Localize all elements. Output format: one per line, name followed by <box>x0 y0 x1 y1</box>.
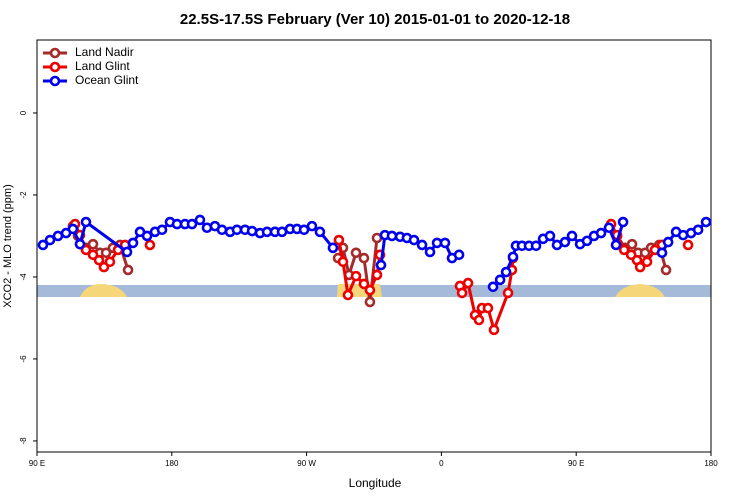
point <box>350 247 362 259</box>
point <box>87 238 99 250</box>
plot-frame <box>36 39 712 453</box>
point <box>100 247 112 259</box>
point <box>641 256 653 268</box>
point <box>375 259 387 271</box>
point <box>487 281 499 293</box>
point <box>333 234 345 246</box>
point <box>682 239 694 251</box>
point <box>358 278 370 290</box>
point <box>559 236 571 248</box>
point <box>566 230 578 242</box>
point <box>80 216 92 228</box>
point <box>122 264 134 276</box>
y-tick-label: -4 <box>19 273 28 281</box>
point <box>186 218 198 230</box>
point <box>37 239 49 251</box>
point <box>530 240 542 252</box>
point <box>144 239 156 251</box>
point <box>424 246 436 258</box>
point <box>386 230 398 242</box>
point <box>462 277 474 289</box>
point <box>581 235 593 247</box>
point <box>456 287 468 299</box>
point <box>494 274 506 286</box>
point <box>216 224 228 236</box>
point <box>603 222 615 234</box>
point <box>306 220 318 232</box>
point <box>500 266 512 278</box>
point <box>660 264 672 276</box>
x-axis-label: Longitude <box>349 476 402 490</box>
x-tick-label: 90 W <box>297 459 316 468</box>
x-tick-label: 0 <box>439 459 444 468</box>
legend-label: Land Nadir <box>75 45 134 59</box>
point <box>314 226 326 238</box>
point <box>80 244 92 256</box>
point <box>610 239 622 251</box>
point <box>104 256 116 268</box>
point <box>482 302 494 314</box>
point <box>93 254 105 266</box>
point <box>618 244 630 256</box>
point <box>141 230 153 242</box>
point <box>342 289 354 301</box>
x-tick-label: 180 <box>704 459 718 468</box>
x-tick-label: 90 E <box>29 459 45 468</box>
y-tick-label: 0 <box>19 110 28 115</box>
point <box>453 249 465 261</box>
x-tick-label: 90 E <box>568 459 584 468</box>
point <box>364 284 376 296</box>
point <box>371 269 383 281</box>
point <box>502 287 514 299</box>
point <box>194 214 206 226</box>
point <box>44 234 56 246</box>
point <box>416 239 428 251</box>
point <box>626 238 638 250</box>
point <box>74 238 86 250</box>
point <box>337 256 349 268</box>
chart-title: 22.5S-17.5S February (Ver 10) 2015-01-01… <box>180 11 570 28</box>
point <box>350 270 362 282</box>
y-axis-label: XCO2 - MLO trend (ppm) <box>2 184 14 307</box>
point <box>364 296 376 308</box>
point <box>692 224 704 236</box>
point <box>595 227 607 239</box>
legend-label: Land Glint <box>75 59 130 73</box>
point <box>473 314 485 326</box>
point <box>617 216 629 228</box>
point <box>156 224 168 236</box>
point <box>298 224 310 236</box>
legend-label: Ocean Glint <box>75 73 139 87</box>
point <box>656 247 668 259</box>
x-tick-label: 180 <box>165 459 179 468</box>
point <box>121 246 133 258</box>
y-tick-label: -2 <box>19 191 28 199</box>
point <box>358 252 370 264</box>
point <box>634 261 646 273</box>
point <box>507 251 519 263</box>
y-tick-label: -6 <box>19 355 28 363</box>
point <box>327 242 339 254</box>
legend-marker <box>49 61 61 73</box>
y-tick-label: -8 <box>19 437 28 445</box>
point <box>488 324 500 336</box>
point <box>700 216 712 228</box>
point <box>544 230 556 242</box>
point <box>127 237 139 249</box>
point <box>439 237 451 249</box>
point <box>408 234 420 246</box>
legend-marker <box>49 47 61 59</box>
point <box>67 223 79 235</box>
legend-marker <box>49 75 61 87</box>
point <box>662 236 674 248</box>
